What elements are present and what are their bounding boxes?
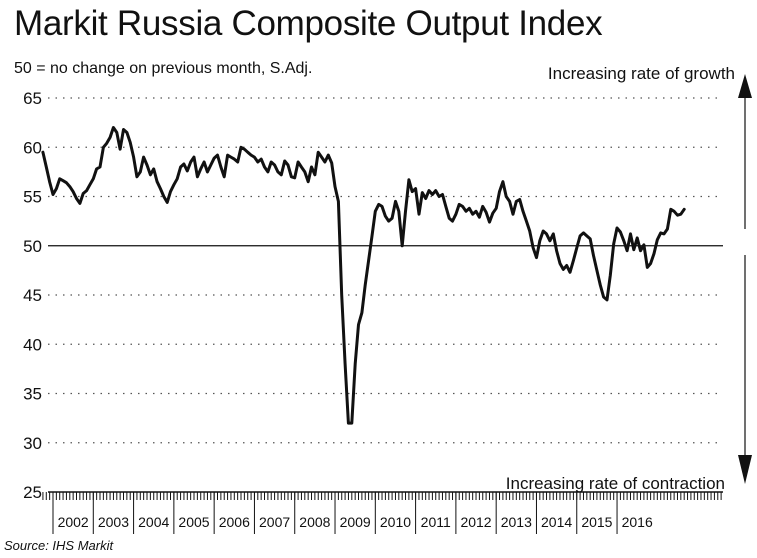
x-tick-label-2008: 2008 <box>299 514 330 530</box>
arrow-down-icon <box>738 455 752 484</box>
x-tick-label-2016: 2016 <box>622 514 653 530</box>
x-tick-label-2006: 2006 <box>219 514 250 530</box>
y-tick-label-25: 25 <box>23 483 42 502</box>
y-tick-label-35: 35 <box>23 385 42 404</box>
source-note: Source: IHS Markit <box>4 538 114 553</box>
direction-arrow <box>738 74 752 484</box>
y-tick-label-55: 55 <box>23 188 42 207</box>
series-group <box>41 126 686 425</box>
x-tick-label-2011: 2011 <box>421 514 451 530</box>
x-tick-label-2002: 2002 <box>58 514 89 530</box>
annotation-contraction: Increasing rate of contraction <box>506 474 725 493</box>
y-tick-label-60: 60 <box>23 138 42 157</box>
chart-subtitle: 50 = no change on previous month, S.Adj. <box>14 60 313 77</box>
y-tick-label-30: 30 <box>23 434 42 453</box>
annotation-growth: Increasing rate of growth <box>548 64 735 83</box>
x-month-ticks <box>42 492 722 500</box>
grid-lines <box>48 97 723 444</box>
arrow-up-icon <box>738 74 752 98</box>
y-tick-label-45: 45 <box>23 286 42 305</box>
axes: 25 30 35 40 45 50 55 60 65 2002 2003 2004 2005 2006 20… <box>23 89 723 534</box>
x-tick-label-2005: 2005 <box>178 514 209 530</box>
x-tick-label-2007: 2007 <box>259 514 290 530</box>
x-tick-label-2010: 2010 <box>380 514 411 530</box>
x-tick-label-2013: 2013 <box>501 514 532 530</box>
x-tick-label-2012: 2012 <box>460 514 491 530</box>
y-tick-label-65: 65 <box>23 89 42 108</box>
x-tick-label-2004: 2004 <box>138 514 169 530</box>
x-tick-label-2009: 2009 <box>340 514 371 530</box>
x-tick-label-2014: 2014 <box>541 514 572 530</box>
chart-title: Markit Russia Composite Output Index <box>14 4 603 43</box>
x-tick-label-2015: 2015 <box>581 514 612 530</box>
y-tick-label-40: 40 <box>23 335 42 354</box>
series-line-0 <box>41 126 686 425</box>
y-tick-label-50: 50 <box>23 237 42 256</box>
x-tick-label-2003: 2003 <box>98 514 129 530</box>
